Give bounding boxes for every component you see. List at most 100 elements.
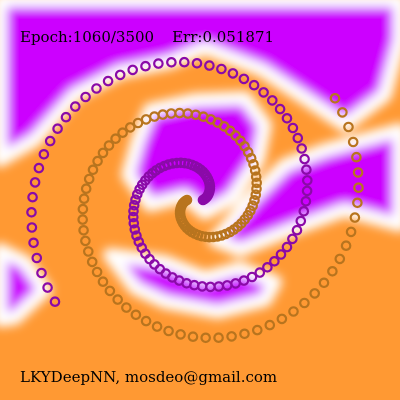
class-a-point [281, 113, 293, 124]
class-a-point [287, 233, 298, 245]
class-a-point [246, 271, 258, 283]
class-a-point [295, 215, 307, 227]
class-b-point [77, 214, 88, 225]
class-b-point [318, 277, 330, 289]
class-a-region-5 [0, 243, 52, 327]
class-a-point [301, 164, 312, 175]
class-b-point [83, 173, 95, 185]
class-a-point [131, 230, 142, 241]
class-a-point [26, 222, 38, 233]
class-a-point [291, 224, 303, 236]
class-b-point [80, 183, 92, 194]
class-a-point [29, 177, 41, 188]
class-b-point [91, 266, 103, 278]
class-a-point [258, 87, 269, 98]
training-status: Epoch:1060/3500 Err:0.051871 [20, 30, 274, 45]
class-b-point [288, 306, 299, 317]
class-b-point [353, 182, 364, 193]
class-a-point [301, 185, 313, 197]
class-a-point [52, 123, 63, 134]
class-a-region-1 [0, 0, 400, 167]
class-a-point [238, 275, 250, 286]
class-b-point [86, 256, 98, 268]
class-b-points [77, 93, 364, 344]
class-b-point [78, 193, 90, 204]
class-b-point [175, 329, 186, 340]
class-a-point [238, 73, 250, 85]
class-b-point [250, 171, 262, 182]
class-a-point [127, 64, 138, 76]
class-a-point [254, 267, 266, 278]
class-b-point [352, 167, 364, 178]
class-a-region-4 [103, 248, 282, 319]
class-a-point [38, 149, 50, 160]
class-b-point [264, 319, 276, 331]
class-b-point [340, 240, 352, 251]
class-a-point [102, 75, 114, 87]
class-a-point [70, 101, 81, 112]
class-a-point [179, 56, 190, 68]
class-b-point [347, 136, 359, 148]
class-a-point [292, 132, 304, 144]
class-a-point [36, 267, 47, 279]
class-a-point [287, 122, 299, 134]
class-a-point [49, 296, 61, 307]
class-a-point [191, 57, 203, 69]
class-b-point [110, 133, 121, 144]
class-a-point [274, 103, 286, 115]
class-b-point [200, 332, 211, 344]
class-a-point [44, 135, 56, 147]
class-a-point [130, 194, 141, 205]
class-a-point [266, 95, 278, 106]
class-a-point [204, 60, 215, 71]
class-b-point [87, 164, 99, 176]
class-a-point [132, 189, 143, 200]
error-value: Err:0.051871 [172, 28, 275, 46]
class-b-point [245, 205, 256, 216]
class-b-point [251, 324, 263, 336]
class-b-point [334, 253, 346, 265]
class-b-point [130, 309, 142, 321]
class-b-point [251, 183, 262, 195]
class-a-point [129, 224, 141, 235]
class-a-point [26, 207, 37, 218]
class-b-point [121, 302, 132, 313]
class-b-point [337, 107, 348, 118]
class-b-point [151, 321, 163, 332]
class-b-point [103, 140, 115, 151]
class-b-point [140, 114, 152, 125]
class-a-point [128, 211, 139, 223]
class-b-point [351, 151, 362, 163]
class-a-point [248, 79, 260, 91]
class-b-point [239, 328, 250, 340]
class-a-point [262, 261, 273, 273]
class-a-point [299, 153, 310, 165]
class-a-point [269, 255, 280, 267]
class-a-point [281, 241, 293, 253]
class-b-point [250, 189, 262, 200]
class-b-point [112, 294, 123, 305]
class-a-points [26, 56, 313, 307]
class-b-point [140, 315, 152, 327]
class-b-point [299, 297, 310, 309]
class-a-point [140, 60, 151, 72]
class-a-point [114, 69, 126, 81]
class-b-point [309, 288, 320, 299]
class-b-point [80, 235, 91, 247]
class-b-point [249, 195, 260, 206]
class-b-point [124, 122, 136, 133]
class-b-point [92, 155, 103, 167]
class-b-point [247, 200, 258, 211]
class-a-point [227, 68, 239, 79]
class-b-point [349, 212, 361, 223]
class-b-point [97, 276, 109, 287]
class-b-point [132, 117, 144, 129]
class-b-point [329, 93, 341, 104]
class-a-point [42, 282, 53, 293]
class-b-point [97, 147, 109, 159]
class-a-point [28, 237, 39, 249]
class-b-point [345, 226, 357, 238]
class-a-point [91, 83, 102, 94]
